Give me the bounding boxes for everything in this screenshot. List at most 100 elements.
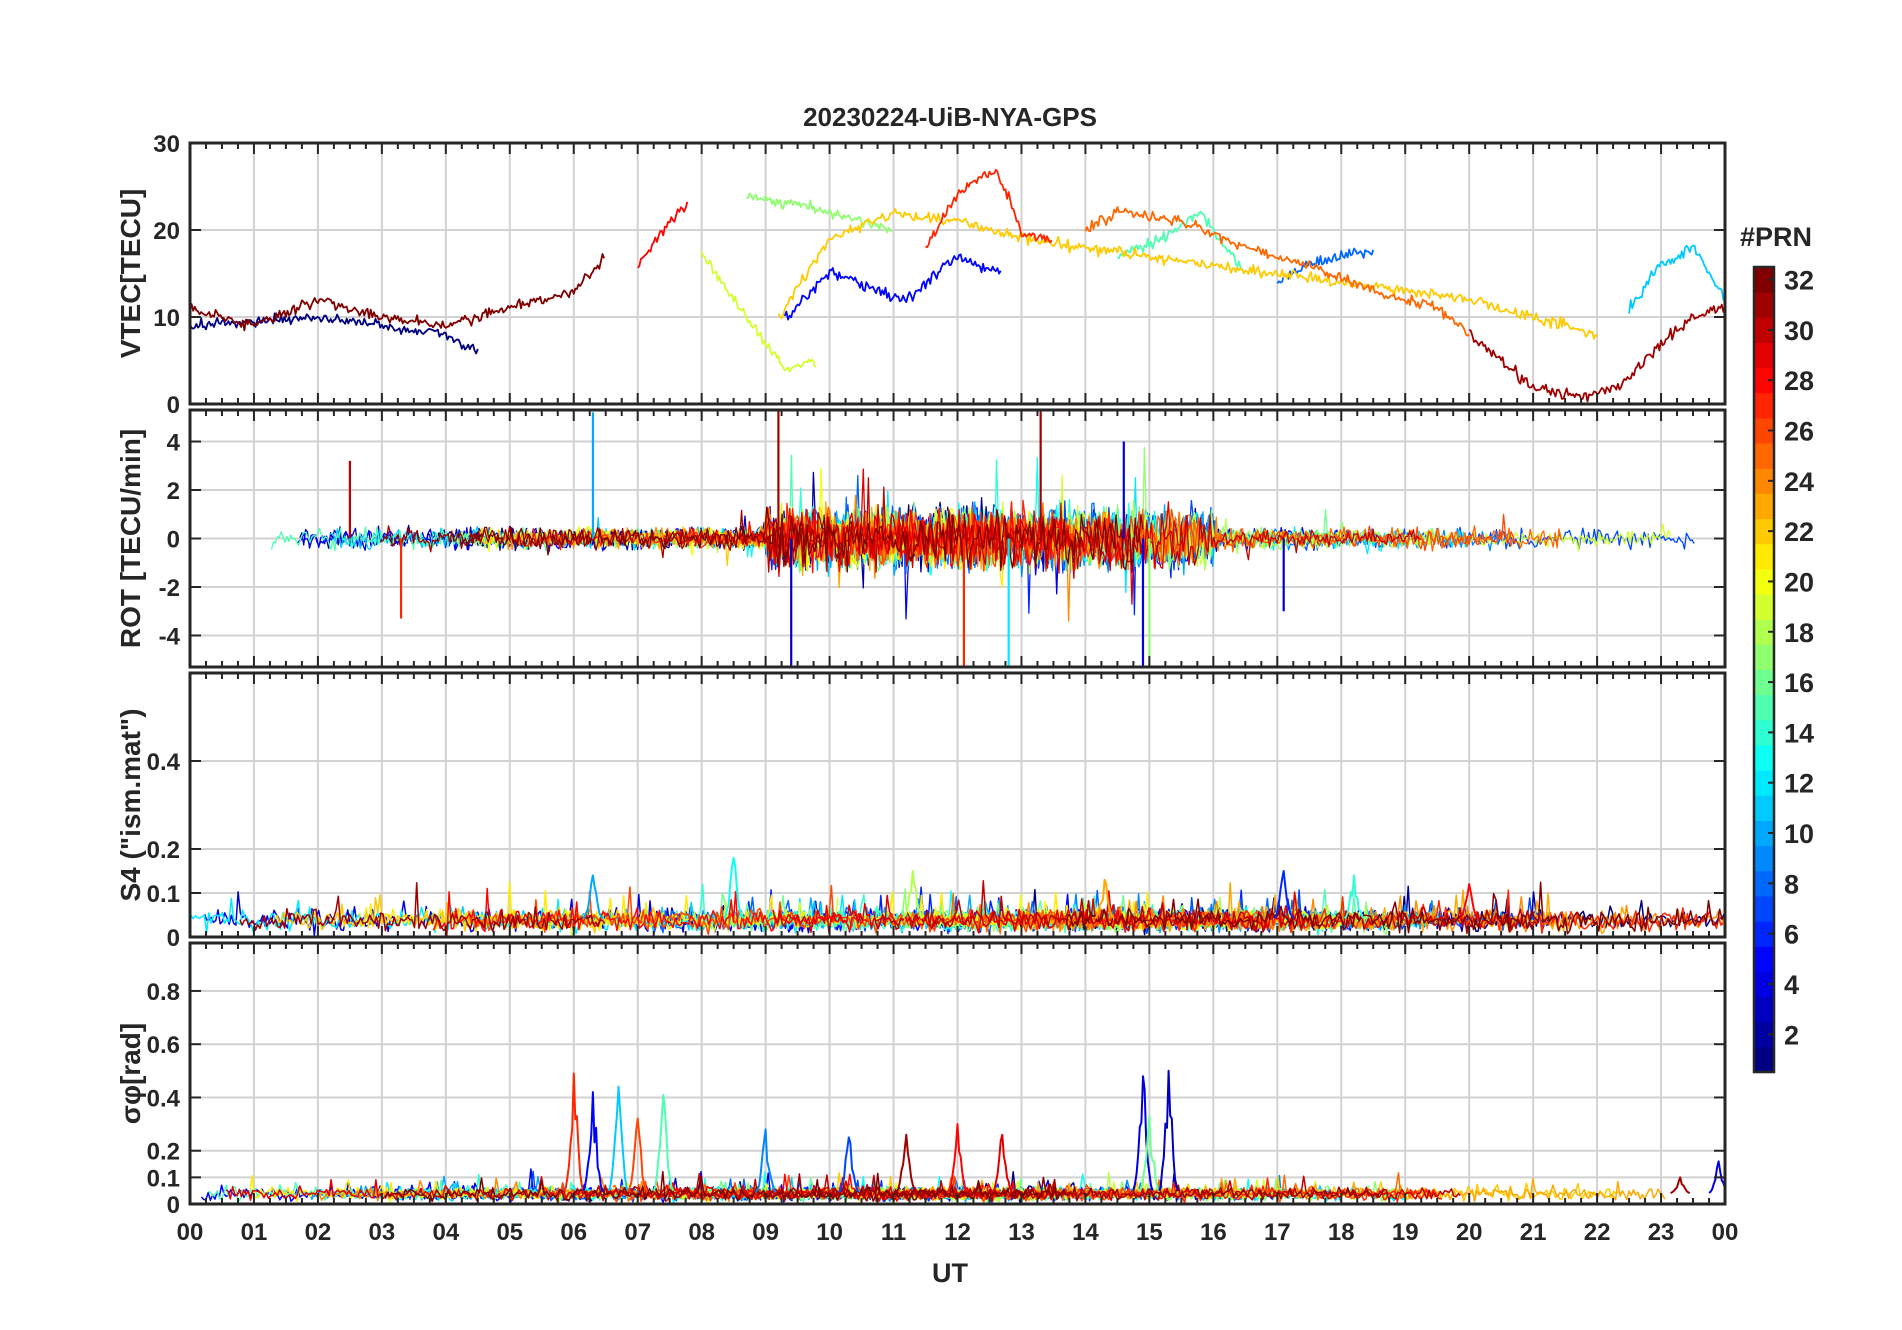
vtec-series-prn-22 — [777, 208, 1598, 340]
data-layer — [190, 168, 1725, 403]
peak-burst — [946, 1123, 968, 1193]
y-tick-label: 0.1 — [147, 881, 180, 908]
colorbar-segment — [1754, 770, 1774, 796]
vtec-series-prn-28 — [637, 201, 689, 269]
colorbar-tick-label: 26 — [1784, 417, 1814, 447]
x-tick-label: 07 — [624, 1219, 651, 1246]
y-axis-label: ROT [TECU/min] — [115, 429, 146, 648]
colorbar-tick-label: 4 — [1784, 970, 1799, 1000]
colorbar-segment — [1754, 820, 1774, 847]
x-tick-label: 02 — [305, 1219, 332, 1246]
x-tick-label: 16 — [1200, 1219, 1227, 1246]
series-prn-32 — [384, 1170, 1067, 1203]
panel-s4: 0 0.1 0.2 0.4S4 ("ism.mat") — [115, 671, 1727, 952]
y-tick-label: 0 — [167, 392, 180, 419]
x-tick-label: 23 — [1648, 1219, 1675, 1246]
y-tick-label: 10 — [153, 305, 180, 332]
peak-burst — [627, 1117, 649, 1193]
data-layer — [190, 856, 1725, 937]
x-tick-label: 03 — [369, 1219, 396, 1246]
x-tick-label: 05 — [496, 1219, 523, 1246]
colorbar-segment — [1754, 719, 1774, 746]
panel-rot: -4 -2 0 2 4 ROT [TECU/min] — [115, 408, 1727, 669]
colorbar-segment — [1754, 619, 1774, 645]
vtec-series-prn-8 — [1276, 247, 1375, 284]
colorbar-segment — [1754, 417, 1774, 444]
series-prn-31 — [239, 881, 606, 933]
x-tick-label: 14 — [1072, 1219, 1099, 1246]
colorbar-tick-label: 2 — [1784, 1020, 1799, 1050]
series-prn-28 — [432, 887, 869, 937]
colorbar-segment — [1754, 342, 1774, 369]
y-tick-label: 4 — [167, 430, 181, 457]
x-tick-label: 11 — [881, 1219, 906, 1246]
peak-burst — [582, 874, 604, 920]
x-tick-labels: 00 01 02 03 04 05 06 07 08 09 10 11 12 13 14 15 16 17 18 19… — [177, 1219, 1739, 1246]
colorbar-segment — [1754, 694, 1774, 721]
colorbar-tick-label: 16 — [1784, 668, 1814, 698]
x-tick-label: 20 — [1456, 1219, 1483, 1246]
y-tick-label: 0 — [167, 925, 180, 952]
peak-burst — [1138, 1115, 1160, 1193]
peak-burst — [1708, 1160, 1725, 1194]
peak-burst — [1158, 1069, 1180, 1192]
rot-series-prn-31 — [380, 509, 844, 568]
colorbar-segment — [1754, 1046, 1774, 1073]
rot-series-prn-27 — [514, 499, 1131, 572]
colorbar-tick-label: 6 — [1784, 920, 1799, 950]
colorbar-tick-label: 14 — [1784, 718, 1814, 748]
colorbar-tick-label: 24 — [1784, 467, 1814, 497]
y-tick-label: 0.2 — [147, 837, 180, 864]
colorbar-segment — [1754, 744, 1774, 771]
peak-burst — [1132, 1075, 1154, 1191]
colorbar-frame — [1752, 265, 1776, 1074]
y-tick-label: 0.4 — [147, 1085, 181, 1112]
y-tick-label: 0.2 — [147, 1139, 180, 1166]
peak-burst — [838, 1136, 860, 1193]
x-tick-label: 04 — [432, 1219, 459, 1246]
x-tick-label: 06 — [560, 1219, 587, 1246]
vtec-series-prn-5 — [783, 253, 1002, 321]
peak-burst — [992, 1133, 1013, 1193]
rot-series-prn-32 — [459, 506, 1144, 573]
peak-burst — [1094, 878, 1116, 920]
colorbar-tick-label: 22 — [1784, 517, 1814, 547]
y-tick-label: 0 — [167, 527, 180, 554]
colorbar-segment — [1754, 468, 1774, 494]
x-tick-label: 12 — [944, 1219, 971, 1246]
y-tick-label: -2 — [159, 575, 180, 602]
series-prn-22 — [274, 893, 657, 934]
vtec-series-prn-27 — [924, 168, 1053, 249]
colorbar-segment — [1754, 946, 1774, 972]
grid — [190, 673, 1725, 937]
peak-burst — [652, 1093, 674, 1192]
y-tick-label: 0.6 — [147, 1032, 180, 1059]
colorbar-tick-label: 12 — [1784, 769, 1814, 799]
colorbar-tick-label: 20 — [1784, 567, 1814, 597]
y-tick-label: 30 — [153, 131, 180, 158]
peak-burst — [563, 1072, 585, 1192]
x-tick-label: 13 — [1008, 1219, 1035, 1246]
series-prn-21 — [358, 881, 1175, 933]
colorbar-segment — [1754, 971, 1774, 998]
vtec-series-prn-19 — [700, 251, 817, 373]
colorbar-segment — [1754, 267, 1774, 293]
colorbar-tick-label: 18 — [1784, 618, 1814, 648]
data-layer — [200, 1069, 1725, 1204]
x-tick-label: 01 — [241, 1219, 268, 1246]
peak-burst — [895, 1133, 917, 1193]
x-tick-label: 10 — [816, 1219, 843, 1246]
y-tick-label: 0 — [167, 1192, 180, 1219]
y-tick-label: 0.8 — [147, 979, 180, 1006]
x-tick-label: 19 — [1392, 1219, 1419, 1246]
colorbar-segment — [1754, 367, 1774, 394]
x-tick-label: 15 — [1136, 1219, 1163, 1246]
colorbar-segment — [1754, 568, 1774, 595]
x-tick-label: 22 — [1584, 1219, 1611, 1246]
colorbar-segment — [1754, 845, 1774, 872]
colorbar-segment — [1754, 996, 1774, 1023]
vtec-series-prn-15 — [1117, 210, 1246, 274]
x-tick-label: 00 — [177, 1219, 204, 1246]
colorbar-segment — [1754, 392, 1774, 419]
colorbar-segment — [1754, 921, 1774, 947]
